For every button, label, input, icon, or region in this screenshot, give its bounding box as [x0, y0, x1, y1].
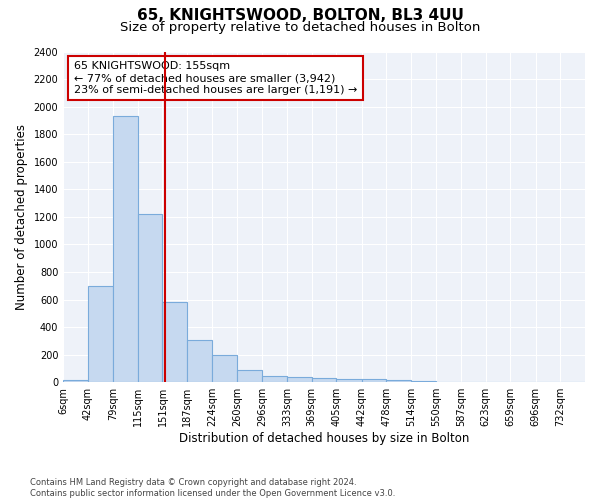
Bar [262, 376, 287, 382]
Bar [287, 378, 312, 382]
Bar [138, 214, 163, 382]
Bar [187, 340, 212, 382]
Bar [88, 286, 113, 382]
Bar [212, 354, 237, 382]
Text: Contains HM Land Registry data © Crown copyright and database right 2024.
Contai: Contains HM Land Registry data © Crown c… [30, 478, 395, 498]
X-axis label: Distribution of detached houses by size in Bolton: Distribution of detached houses by size … [179, 432, 469, 445]
Text: Size of property relative to detached houses in Bolton: Size of property relative to detached ho… [120, 21, 480, 34]
Bar [362, 380, 386, 382]
Bar [411, 381, 436, 382]
Text: 65 KNIGHTSWOOD: 155sqm
← 77% of detached houses are smaller (3,942)
23% of semi-: 65 KNIGHTSWOOD: 155sqm ← 77% of detached… [74, 62, 357, 94]
Bar [312, 378, 337, 382]
Bar [386, 380, 411, 382]
Bar [113, 116, 138, 382]
Bar [237, 370, 262, 382]
Bar [337, 379, 362, 382]
Bar [163, 302, 187, 382]
Text: 65, KNIGHTSWOOD, BOLTON, BL3 4UU: 65, KNIGHTSWOOD, BOLTON, BL3 4UU [137, 8, 463, 22]
Bar [63, 380, 88, 382]
Y-axis label: Number of detached properties: Number of detached properties [15, 124, 28, 310]
